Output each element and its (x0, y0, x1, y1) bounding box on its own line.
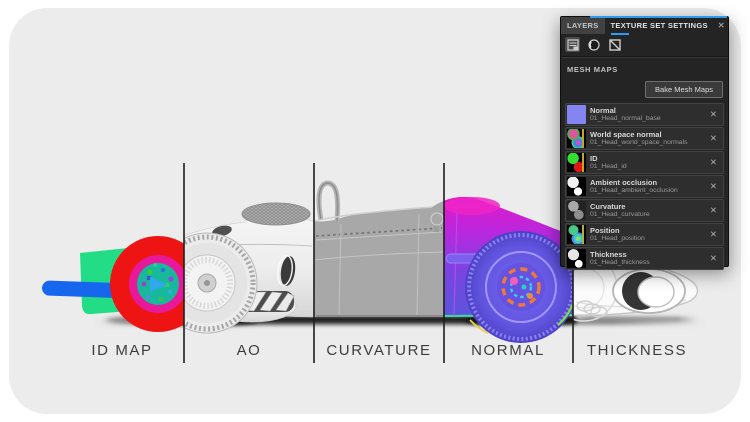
normal-map-thumbnail-icon (567, 105, 586, 124)
tab-texture-set-settings-label: TEXTURE SET SETTINGS (610, 21, 708, 30)
car-section-curvature (314, 180, 444, 317)
section-label-id-map: ID MAP (91, 342, 153, 359)
id-hub-spokes (141, 263, 174, 302)
empty-texture-icon[interactable] (607, 37, 622, 52)
section-label-thickness: THICKNESS (586, 342, 688, 359)
car-section-normal (444, 196, 573, 343)
mesh-map-row-ambient-occlusion[interactable]: Ambient occlusion 01_Head_ambient_occlus… (565, 175, 724, 198)
mesh-map-title: Thickness (590, 249, 627, 259)
curvature-seam-vertical-1 (338, 223, 342, 317)
mesh-map-text: ID 01_Head_id (590, 154, 707, 172)
curvature-top-highlight (314, 206, 433, 222)
mesh-map-title: Ambient occlusion (590, 177, 658, 187)
mesh-map-row-curvature[interactable]: Curvature 01_Head_curvature ✕ (565, 199, 724, 222)
mesh-map-title: Curvature (590, 201, 626, 211)
normal-rear-wheel (465, 231, 573, 343)
car-section-ao (184, 202, 314, 334)
mesh-map-row-normal[interactable]: Normal 01_Head_normal_base ✕ (565, 103, 724, 126)
active-tab-underline (610, 33, 629, 35)
ao-front-wheel (184, 232, 258, 334)
ao-cowl-mesh (241, 202, 311, 226)
thickness-tail-opening (612, 268, 686, 314)
world-space-normal-thumbnail-icon (567, 129, 586, 148)
panel-accent-line (590, 16, 727, 18)
curvature-body (314, 200, 444, 317)
id-map-thumbnail-icon (567, 153, 586, 172)
mesh-map-row-world-space-normal[interactable]: World space normal 01_Head_world_space_n… (565, 127, 724, 150)
mesh-maps-header: MESH MAPS (561, 57, 728, 78)
thickness-thumbnail-icon (567, 249, 586, 268)
section-label-curvature: CURVATURE (326, 342, 432, 359)
tab-layers[interactable]: LAYERS (561, 17, 605, 34)
remove-map-icon[interactable]: ✕ (709, 181, 717, 191)
mesh-map-filename: 01_Head_world_space_normals (590, 138, 688, 146)
thickness-starter-coil (576, 300, 608, 318)
normal-seam (453, 211, 458, 317)
remove-map-icon[interactable]: ✕ (709, 109, 717, 119)
position-thumbnail-icon (567, 225, 586, 244)
texture-set-settings-panel: LAYERS TEXTURE SET SETTINGS ✕ (560, 16, 729, 270)
mesh-map-title: ID (590, 153, 598, 163)
car-section-id-map (42, 236, 184, 332)
remove-map-icon[interactable]: ✕ (709, 205, 717, 215)
ao-side-vent (277, 254, 296, 287)
curvature-seam-vertical-2 (416, 213, 420, 317)
bake-mesh-maps-button[interactable]: Bake Mesh Maps (645, 81, 723, 98)
panel-toolbar (561, 34, 728, 57)
panel-tab-bar: LAYERS TEXTURE SET SETTINGS ✕ (561, 17, 728, 35)
mesh-map-title: Position (590, 225, 620, 235)
mesh-maps-list: Normal 01_Head_normal_base ✕ World space… (561, 103, 728, 270)
mesh-map-text: Position 01_Head_position (590, 226, 707, 244)
mesh-map-row-id[interactable]: ID 01_Head_id ✕ (565, 151, 724, 174)
section-label-ao: AO (236, 342, 262, 359)
mesh-map-text: Thickness 01_Head_thickness (590, 250, 707, 268)
curvature-filler-cap (430, 212, 444, 232)
curvature-rivet-line (315, 227, 443, 237)
mesh-map-title: Normal (590, 105, 616, 115)
remove-map-icon[interactable]: ✕ (709, 133, 717, 143)
mesh-map-text: World space normal 01_Head_world_space_n… (590, 130, 707, 148)
texture-set-list-icon[interactable] (565, 37, 580, 52)
curvature-rivet-highlight (315, 231, 443, 241)
remove-map-icon[interactable]: ✕ (709, 253, 717, 263)
mesh-map-text: Ambient occlusion 01_Head_ambient_occlus… (590, 178, 707, 196)
remove-map-icon[interactable]: ✕ (709, 157, 717, 167)
mesh-map-filename: 01_Head_curvature (590, 210, 650, 218)
normal-fairing-highlight (444, 197, 500, 215)
panel-close-icon[interactable]: ✕ (717, 21, 725, 30)
curvature-thumbnail-icon (567, 201, 586, 220)
curvature-roll-bar (316, 180, 341, 222)
ambient-occlusion-thumbnail-icon (567, 177, 586, 196)
mesh-map-row-position[interactable]: Position 01_Head_position ✕ (565, 223, 724, 246)
mesh-map-title: World space normal (590, 129, 662, 139)
remove-map-icon[interactable]: ✕ (709, 229, 717, 239)
mesh-map-text: Normal 01_Head_normal_base (590, 106, 707, 124)
curvature-seam-horizontal (314, 251, 444, 261)
mesh-map-filename: 01_Head_position (590, 234, 645, 242)
tab-texture-set-settings[interactable]: TEXTURE SET SETTINGS (605, 17, 714, 35)
mesh-map-row-thickness[interactable]: Thickness 01_Head_thickness ✕ (565, 247, 724, 270)
mesh-map-filename: 01_Head_normal_base (590, 114, 661, 122)
mesh-map-filename: 01_Head_ambient_occlusion (590, 186, 678, 194)
bake-row: Bake Mesh Maps (561, 78, 728, 103)
section-label-normal: NORMAL (471, 342, 545, 359)
mesh-map-text: Curvature 01_Head_curvature (590, 202, 707, 220)
mesh-map-filename: 01_Head_id (590, 162, 627, 170)
mesh-map-filename: 01_Head_thickness (590, 258, 650, 266)
material-sphere-icon[interactable] (586, 37, 601, 52)
